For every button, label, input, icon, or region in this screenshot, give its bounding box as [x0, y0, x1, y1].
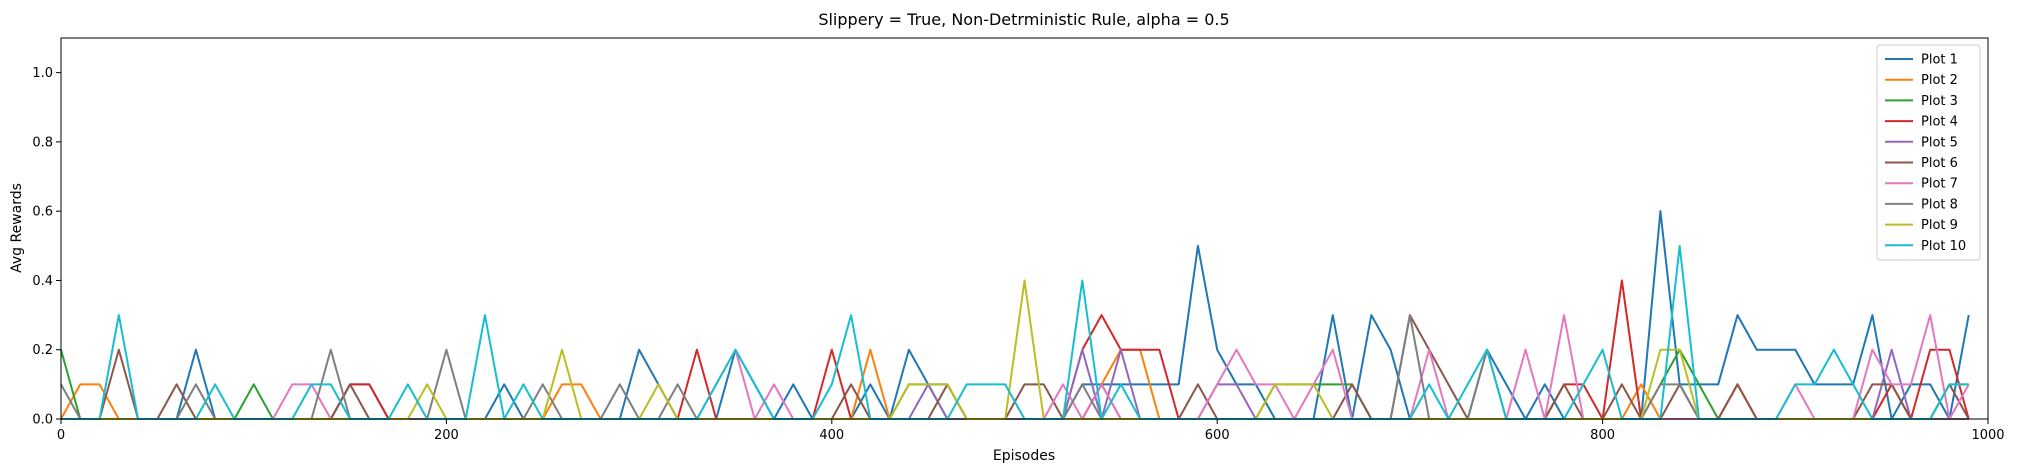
chart-title: Slippery = True, Non-Detrministic Rule, …: [818, 10, 1229, 29]
x-tick-label: 0: [57, 428, 65, 443]
x-tick-label: 400: [819, 428, 844, 443]
x-tick-label: 800: [1590, 428, 1615, 443]
y-tick-label: 0.0: [32, 413, 53, 428]
x-tick-label: 1000: [1971, 428, 2004, 443]
legend-label-1: Plot 1: [1921, 53, 1958, 68]
legend-label-2: Plot 2: [1921, 73, 1958, 88]
legend-label-6: Plot 6: [1921, 156, 1958, 171]
x-axis-label: Episodes: [993, 448, 1055, 464]
y-axis-ticks: 0.0 0.2 0.4 0.6 0.8 1.0: [32, 66, 61, 428]
legend-label-5: Plot 5: [1921, 135, 1958, 150]
y-tick-label: 0.4: [32, 274, 53, 289]
plot-frame: [60, 37, 1989, 420]
y-tick-label: 0.2: [32, 343, 53, 358]
x-axis-ticks: 0 200 400 600 800 1000: [57, 419, 2005, 443]
legend-label-7: Plot 7: [1921, 177, 1958, 192]
x-tick-label: 200: [434, 428, 459, 443]
x-tick-label: 600: [1205, 428, 1230, 443]
legend-box: [1876, 44, 1981, 261]
legend: Plot 1 Plot 2 Plot 3 Plot 4 Plot 5 Plot 6 Plot…: [1876, 44, 1981, 261]
legend-label-3: Plot 3: [1921, 94, 1958, 109]
y-axis-label: Avg Rewards: [9, 183, 25, 273]
legend-label-10: Plot 10: [1921, 239, 1966, 254]
y-tick-label: 0.6: [32, 205, 53, 220]
y-tick-label: 1.0: [32, 66, 53, 81]
legend-label-9: Plot 9: [1921, 218, 1958, 233]
series-line-10: [61, 244, 1969, 420]
series-line-9: [61, 279, 1969, 420]
legend-label-4: Plot 4: [1921, 115, 1958, 130]
y-tick-label: 0.8: [32, 135, 53, 150]
series-layer: [60, 210, 1970, 420]
legend-label-8: Plot 8: [1921, 197, 1958, 212]
